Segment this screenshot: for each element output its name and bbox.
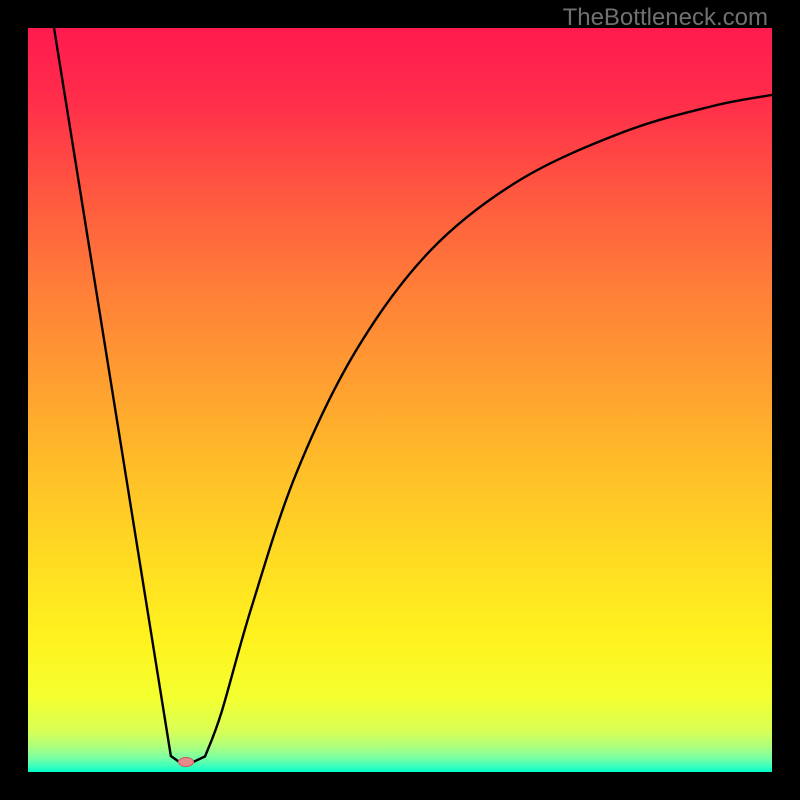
watermark-text: TheBottleneck.com — [563, 4, 768, 32]
chart-container: TheBottleneck.com — [0, 0, 800, 800]
curve-svg — [28, 28, 772, 772]
curve-right-segment — [205, 95, 772, 756]
frame-right — [772, 0, 800, 800]
curve-left-segment — [54, 28, 205, 763]
frame-bottom — [0, 772, 800, 800]
plot-area — [28, 28, 772, 772]
frame-left — [0, 0, 28, 800]
